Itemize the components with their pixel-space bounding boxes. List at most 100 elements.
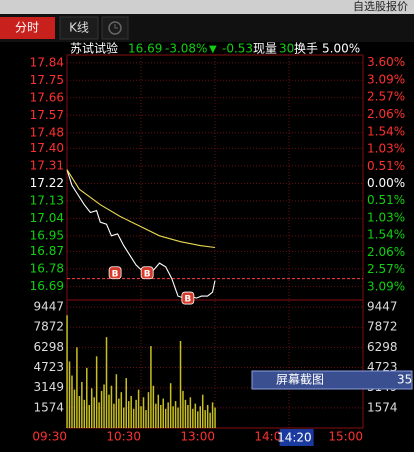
price: 16.69 <box>128 42 162 56</box>
buy-marker <box>108 266 122 280</box>
volume-bar <box>150 346 152 428</box>
volume-bar <box>132 408 135 428</box>
y2-tick-label: 2.57% <box>367 262 405 276</box>
volume-bar <box>155 403 157 428</box>
change: -0.53 <box>222 42 253 56</box>
volume-bar <box>125 378 127 428</box>
volume-bar <box>199 406 201 428</box>
overlay: 屏幕截图 35 <box>251 370 413 390</box>
arrow: ▼ <box>209 44 217 55</box>
y-tick-label: 17.84 <box>30 55 64 69</box>
tab[interactable] <box>59 16 99 40</box>
turnover-label: 换手 <box>294 42 318 56</box>
y-tick-label: 17.66 <box>30 90 64 104</box>
volume-bar <box>103 384 105 428</box>
change-pct: -3.08% <box>165 42 207 56</box>
volume-bar <box>110 385 113 428</box>
x-tick-label: 10:30 <box>106 430 141 444</box>
tab-active[interactable] <box>0 17 55 39</box>
volume-bar <box>145 410 147 428</box>
volume-bar <box>164 408 167 428</box>
y-tick-label: 7872 <box>33 320 64 334</box>
volume-bar <box>137 389 140 428</box>
series-line <box>66 169 216 249</box>
volume-bar <box>108 394 110 428</box>
popup[interactable] <box>251 370 413 390</box>
volume-bar <box>81 381 83 428</box>
volume-bar <box>179 340 182 428</box>
volume-bar <box>147 392 150 428</box>
volume-bar <box>157 394 160 428</box>
y-tick-label: 17.75 <box>30 73 64 87</box>
volume-bar <box>88 404 90 428</box>
volume-bar <box>90 388 93 428</box>
volume-bar <box>140 406 142 428</box>
volume-bar <box>113 403 115 428</box>
volume-bar <box>135 399 137 428</box>
volume-bar <box>194 403 197 428</box>
stock-name: 苏试试验 <box>70 41 118 56</box>
volume-bar <box>115 374 118 428</box>
volume-bar <box>130 396 132 428</box>
volume-bar <box>68 361 71 428</box>
y2-tick-label: 3.09% <box>367 279 405 293</box>
y-tick-label: 17.57 <box>30 108 64 122</box>
y-tick-label: 16.69 <box>30 279 64 293</box>
buy-marker-label: B <box>184 295 191 305</box>
y-tick-label: 4723 <box>33 360 64 374</box>
volume-bar <box>211 402 214 428</box>
x-tick-label: 13:00 <box>180 430 215 444</box>
y-tick-label: 3149 <box>33 380 64 394</box>
volume-bar <box>142 397 145 428</box>
x-tick-label: 15:00 <box>328 430 363 444</box>
clock-icon <box>108 21 122 35</box>
buy-marker <box>181 291 195 305</box>
turnover: 5.00% <box>322 42 360 56</box>
y-tick-label: 6298 <box>33 340 64 354</box>
volume-bar <box>100 390 103 428</box>
volume-bar <box>95 356 98 428</box>
volume-bar <box>187 404 189 428</box>
y2-tick-label: 1.03% <box>367 141 405 155</box>
volume-bar <box>73 389 76 428</box>
volume-bar <box>71 375 73 428</box>
y2-tick-label: 2.06% <box>367 107 405 121</box>
y-tick-label: 17.48 <box>30 125 64 139</box>
window-title: 自选股报价 <box>353 0 408 13</box>
volume-bar <box>152 385 155 428</box>
volume-bar <box>189 397 192 428</box>
y-tick-label: 17.13 <box>30 193 64 207</box>
y-tick-label: 9447 <box>33 300 64 314</box>
volume-bar <box>201 394 204 428</box>
popup-value: 35 <box>397 373 412 387</box>
volume-bar <box>214 407 216 428</box>
cursor-label: 14:20 <box>277 431 312 445</box>
volume-bar <box>167 402 169 428</box>
volume-bar <box>160 404 162 428</box>
y-tick-label-right: 6298 <box>367 340 398 354</box>
y2-tick-label: 0.51% <box>367 193 405 207</box>
volume-bar <box>182 390 184 428</box>
y-tick-label-right: 1574 <box>367 400 398 414</box>
volume-bar <box>83 399 86 428</box>
y-tick-label: 17.22 <box>30 176 64 190</box>
volume-bar <box>209 412 211 428</box>
y2-tick-label: 3.09% <box>367 72 405 86</box>
tab-label[interactable]: 分时 <box>15 21 39 35</box>
popup-label[interactable]: 屏幕截图 <box>276 373 324 387</box>
y2-tick-label: 2.06% <box>367 245 405 259</box>
x-tick-label: 09:30 <box>32 430 67 444</box>
y-tick-label: 17.04 <box>30 211 64 225</box>
volume-bar <box>66 315 68 428</box>
tab-label[interactable]: K线 <box>69 21 89 35</box>
y2-tick-label: 0.00% <box>367 176 405 190</box>
quote-bar: 苏试试验 16.69 -3.08% ▼ -0.53 现量 30 换手 5.00% <box>70 41 360 56</box>
y-tick-label-right: 9447 <box>367 300 398 314</box>
volume-bar <box>105 337 108 428</box>
volume-bar <box>206 404 209 428</box>
volume-bar <box>204 410 206 428</box>
volume-bar <box>93 397 95 428</box>
y2-tick-label: 1.54% <box>367 227 405 241</box>
